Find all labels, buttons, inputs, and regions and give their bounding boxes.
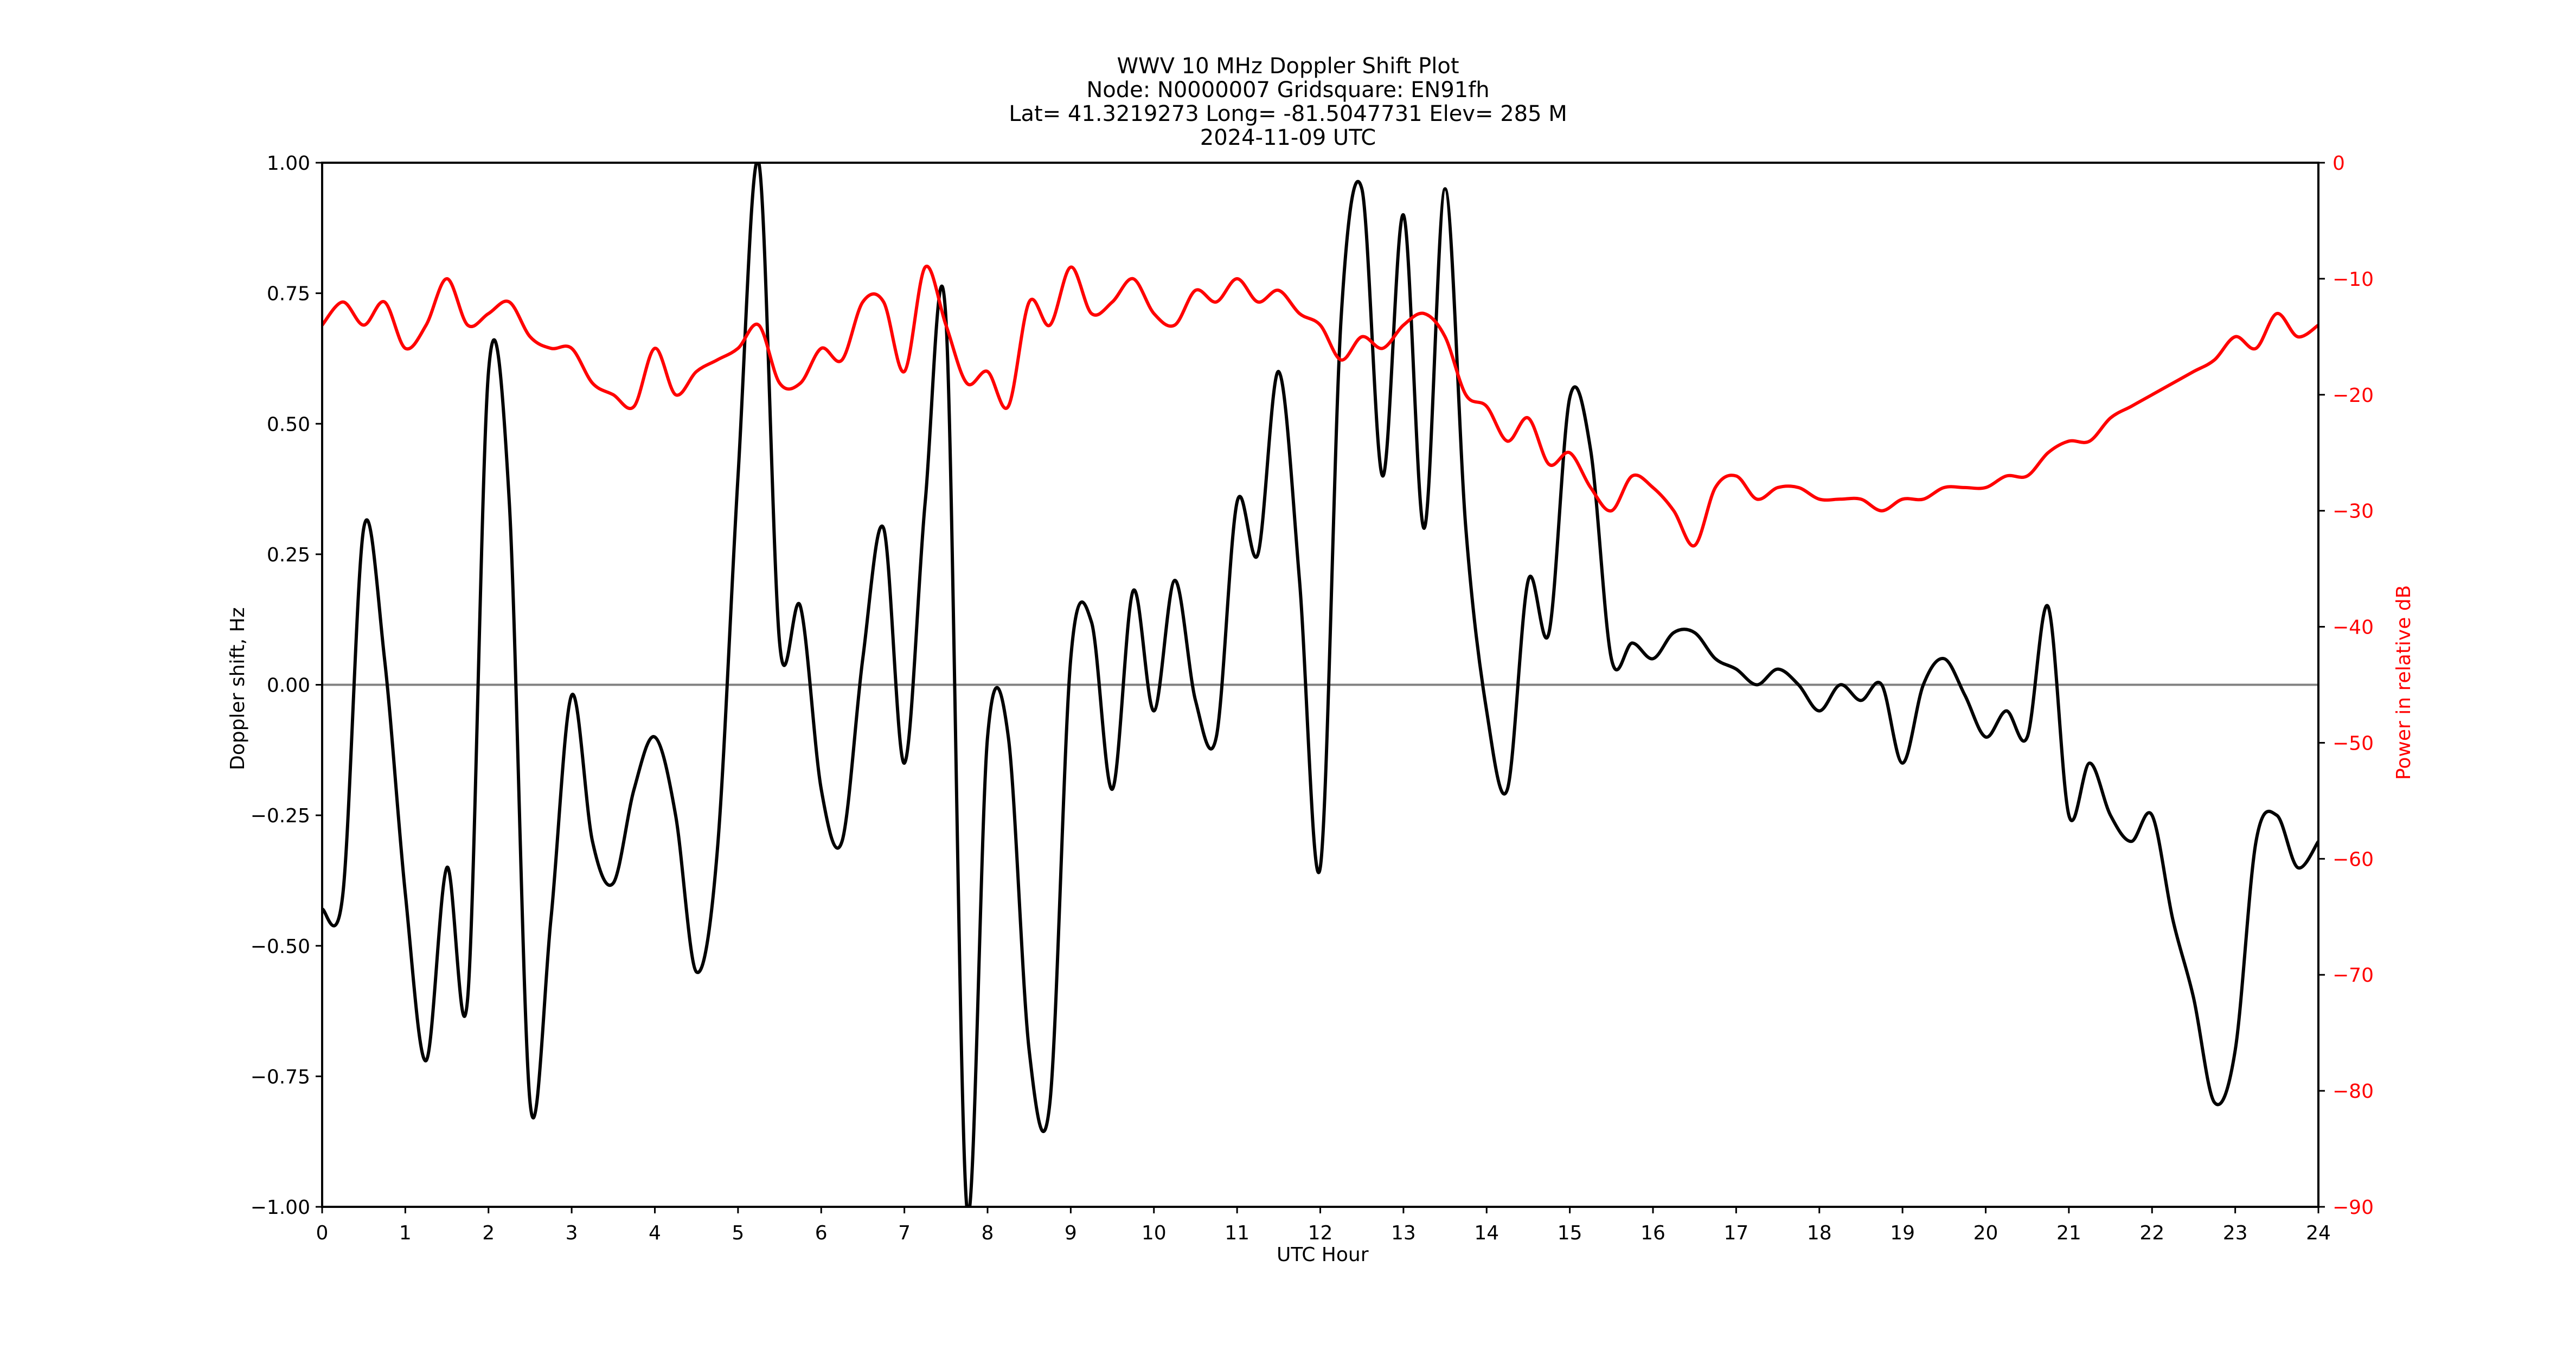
- chart-title: WWV 10 MHz Doppler Shift Plot: [1117, 54, 1459, 79]
- x-tick-label: 3: [566, 1222, 578, 1244]
- right-y-tick-label: −10: [2333, 268, 2374, 291]
- left-y-axis-ticks: 1.00 0.75 0.50 0.25 0.00 −0.25 −0.50 −0.75 −1.00: [251, 152, 322, 1219]
- x-tick-label: 19: [1890, 1222, 1915, 1244]
- chart-subtitle-node: Node: N0000007 Gridsquare: EN91fh: [1086, 78, 1490, 103]
- series-layer: [322, 163, 2318, 1207]
- left-y-axis-label: Doppler shift, Hz: [227, 607, 249, 770]
- x-tick-label: 24: [2306, 1222, 2331, 1244]
- x-tick-label: 8: [982, 1222, 994, 1244]
- left-y-tick-label: −0.75: [251, 1066, 310, 1088]
- x-tick-label: 9: [1065, 1222, 1077, 1244]
- x-tick-label: 14: [1474, 1222, 1499, 1244]
- x-tick-label: 20: [1973, 1222, 1998, 1244]
- left-y-tick-label: 0.50: [267, 413, 310, 436]
- doppler-series-line: [322, 163, 2318, 1207]
- right-y-tick-label: 0: [2333, 152, 2345, 175]
- x-tick-label: 18: [1807, 1222, 1832, 1244]
- right-y-tick-label: −60: [2333, 848, 2374, 871]
- right-y-tick-label: −20: [2333, 385, 2374, 407]
- x-tick-label: 23: [2223, 1222, 2248, 1244]
- left-y-tick-label: 1.00: [267, 152, 310, 175]
- x-tick-label: 13: [1391, 1222, 1416, 1244]
- x-tick-label: 4: [649, 1222, 661, 1244]
- x-tick-label: 0: [316, 1222, 329, 1244]
- right-y-tick-label: −50: [2333, 732, 2374, 754]
- chart-subtitle-date: 2024-11-09 UTC: [1200, 125, 1376, 150]
- x-tick-label: 2: [482, 1222, 495, 1244]
- x-axis-ticks: 0 1 2 3 4 5 6 7 8 9 10 11 12 13 14 15 16 17 18 19 20 21 22 23 24: [316, 1207, 2331, 1244]
- left-y-tick-label: −0.50: [251, 936, 310, 958]
- x-tick-label: 7: [898, 1222, 911, 1244]
- right-y-axis-ticks: 0 −10 −20 −30 −40 −50 −60 −70 −80 −90: [2318, 152, 2374, 1219]
- chart-subtitle-location: Lat= 41.3219273 Long= -81.5047731 Elev= …: [1009, 101, 1567, 126]
- x-tick-label: 16: [1641, 1222, 1665, 1244]
- x-tick-label: 6: [815, 1222, 828, 1244]
- x-tick-label: 10: [1142, 1222, 1167, 1244]
- x-tick-label: 15: [1558, 1222, 1582, 1244]
- x-tick-label: 17: [1723, 1222, 1748, 1244]
- right-y-tick-label: −90: [2333, 1197, 2374, 1219]
- right-y-axis-label: Power in relative dB: [2393, 585, 2415, 780]
- left-y-tick-label: 0.75: [267, 283, 310, 305]
- x-tick-label: 22: [2139, 1222, 2164, 1244]
- right-y-tick-label: −80: [2333, 1080, 2374, 1103]
- left-y-tick-label: −1.00: [251, 1197, 310, 1219]
- left-y-tick-label: 0.25: [267, 544, 310, 566]
- right-y-tick-label: −70: [2333, 964, 2374, 987]
- left-y-tick-label: 0.00: [267, 675, 310, 697]
- x-tick-label: 1: [399, 1222, 412, 1244]
- x-tick-label: 11: [1225, 1222, 1249, 1244]
- x-tick-label: 12: [1308, 1222, 1333, 1244]
- x-tick-label: 21: [2056, 1222, 2081, 1244]
- x-axis-label: UTC Hour: [1277, 1244, 1369, 1266]
- right-y-tick-label: −30: [2333, 501, 2374, 523]
- x-tick-label: 5: [732, 1222, 744, 1244]
- right-y-tick-label: −40: [2333, 617, 2374, 639]
- power-series-line: [322, 264, 2318, 548]
- left-y-tick-label: −0.25: [251, 805, 310, 827]
